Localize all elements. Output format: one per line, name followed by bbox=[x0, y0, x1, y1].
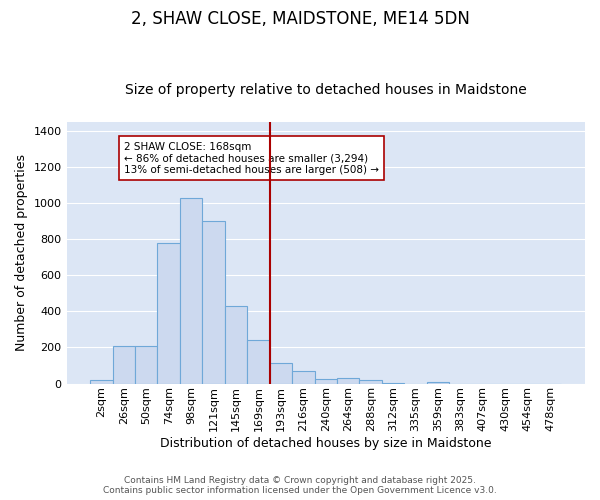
Text: 2, SHAW CLOSE, MAIDSTONE, ME14 5DN: 2, SHAW CLOSE, MAIDSTONE, ME14 5DN bbox=[131, 10, 469, 28]
Bar bbox=[135, 346, 157, 384]
Text: 2 SHAW CLOSE: 168sqm
← 86% of detached houses are smaller (3,294)
13% of semi-de: 2 SHAW CLOSE: 168sqm ← 86% of detached h… bbox=[124, 142, 379, 175]
Y-axis label: Number of detached properties: Number of detached properties bbox=[15, 154, 28, 351]
Bar bbox=[202, 221, 225, 384]
Text: Contains HM Land Registry data © Crown copyright and database right 2025.
Contai: Contains HM Land Registry data © Crown c… bbox=[103, 476, 497, 495]
Bar bbox=[269, 363, 292, 384]
Bar bbox=[382, 382, 404, 384]
Bar bbox=[247, 340, 269, 384]
Bar bbox=[180, 198, 202, 384]
Bar bbox=[337, 378, 359, 384]
Bar bbox=[314, 379, 337, 384]
Bar bbox=[225, 306, 247, 384]
Bar bbox=[113, 346, 135, 384]
Bar bbox=[427, 382, 449, 384]
Bar bbox=[359, 380, 382, 384]
Bar bbox=[90, 380, 113, 384]
Bar bbox=[292, 371, 314, 384]
Title: Size of property relative to detached houses in Maidstone: Size of property relative to detached ho… bbox=[125, 83, 527, 97]
X-axis label: Distribution of detached houses by size in Maidstone: Distribution of detached houses by size … bbox=[160, 437, 491, 450]
Bar bbox=[157, 242, 180, 384]
